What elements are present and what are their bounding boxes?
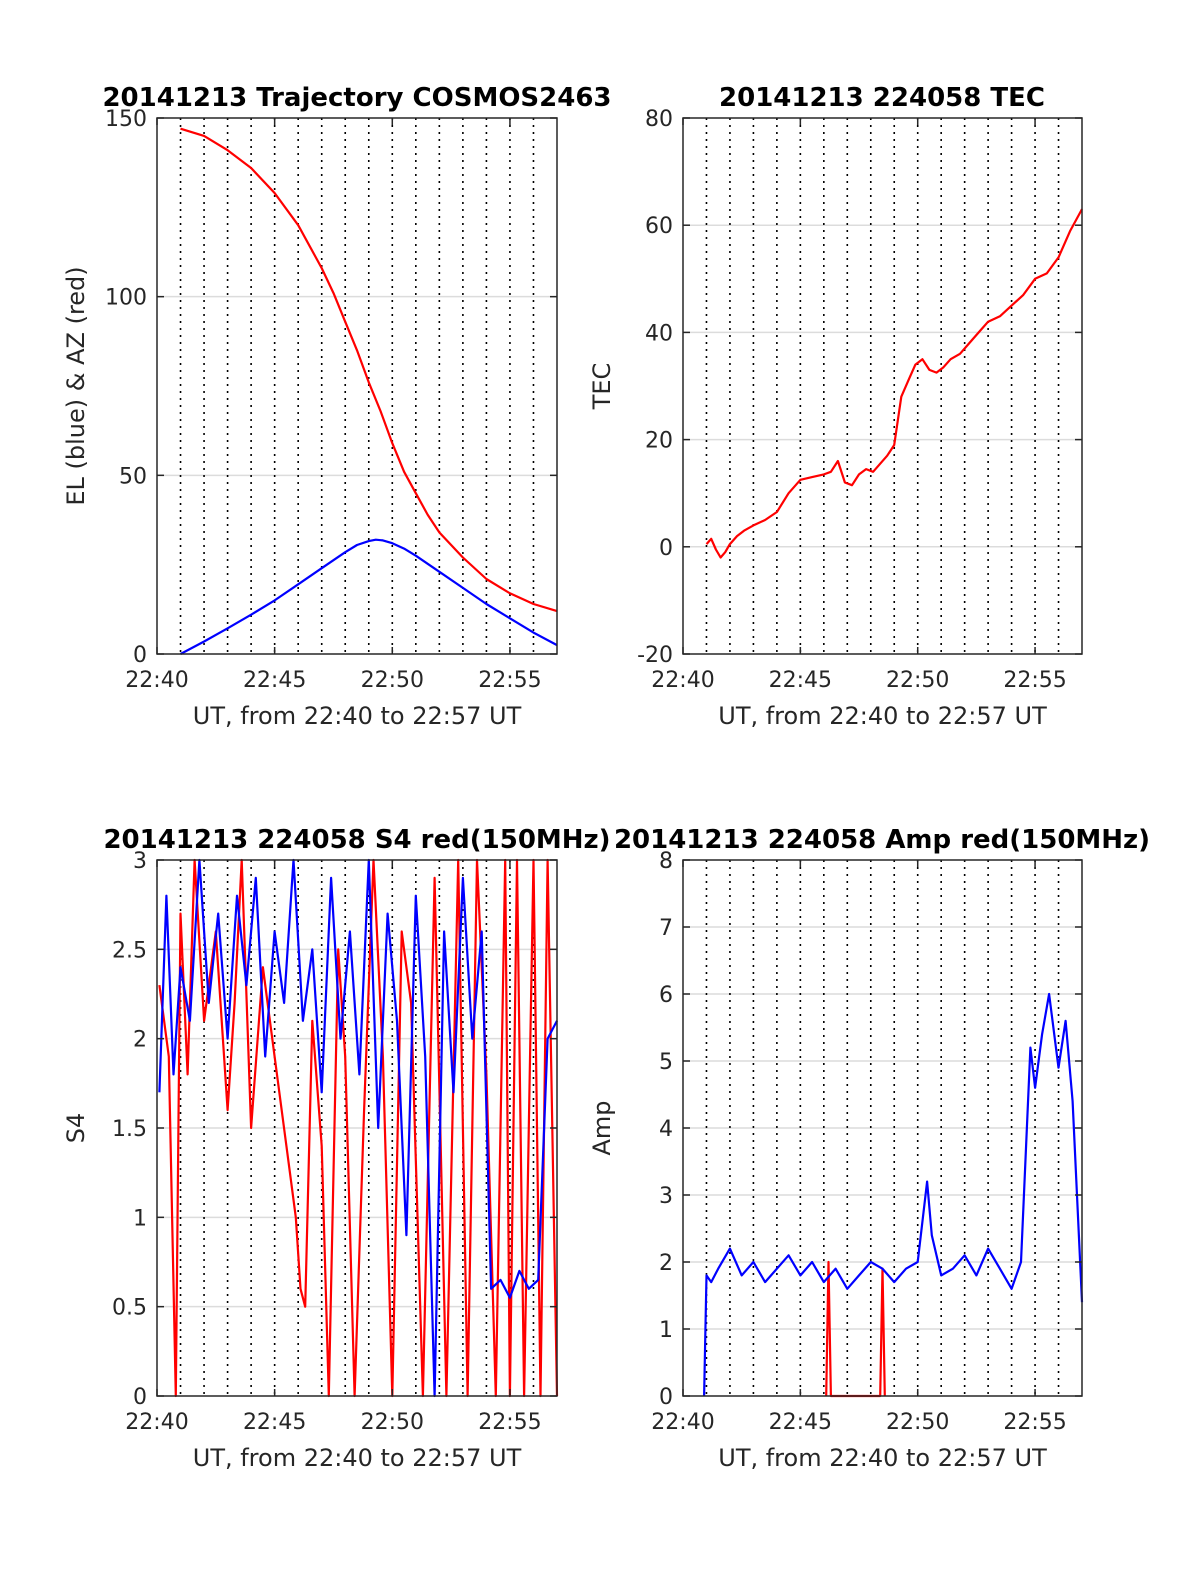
- x-tick-label: 22:40: [125, 668, 188, 693]
- s4-panel: 22:40 22:45 22:50 22:55 0 0.5 1 1.5 2 2.5 32014121…: [62, 825, 611, 1472]
- y-tick-label: 80: [645, 107, 673, 132]
- series-line-0: [158, 858, 559, 1398]
- y-tick-label: 0: [133, 1385, 147, 1410]
- y-tick-label: 20: [645, 429, 673, 454]
- series-line-1: [179, 538, 558, 655]
- y-tick-label: 8: [659, 849, 673, 874]
- x-tick-label: 22:45: [769, 1410, 832, 1435]
- y-tick-label: 100: [105, 286, 147, 311]
- chart-title: 20141213 224058 TEC: [719, 83, 1045, 113]
- y-tick-label: 0: [133, 643, 147, 668]
- x-tick-label: 22:50: [886, 668, 949, 693]
- axes-box: [682, 117, 1083, 655]
- x-axis-label: UT, from 22:40 to 22:57 UT: [193, 702, 522, 730]
- y-tick-label: 1: [133, 1206, 147, 1231]
- series-line-0: [705, 208, 1083, 559]
- y-tick-label: 0.5: [112, 1296, 147, 1321]
- x-tick-label: 22:40: [651, 668, 714, 693]
- y-axis-label: EL (blue) & AZ (red): [62, 266, 90, 505]
- x-tick-label: 22:40: [125, 1410, 188, 1435]
- x-tick-label: 22:45: [243, 668, 306, 693]
- x-axis-label: UT, from 22:40 to 22:57 UT: [718, 702, 1047, 730]
- series-line-0: [180, 127, 558, 613]
- series-line-1: [703, 992, 1084, 1397]
- y-tick-label: 6: [659, 983, 673, 1008]
- y-tick-label: 40: [645, 321, 673, 346]
- y-tick-label: 150: [105, 107, 147, 132]
- y-tick-label: 2: [659, 1251, 673, 1276]
- x-tick-label: 22:55: [1003, 668, 1066, 693]
- y-tick-label: 7: [659, 916, 673, 941]
- x-tick-label: 22:45: [769, 668, 832, 693]
- y-tick-label: -20: [637, 643, 673, 668]
- y-tick-label: 3: [133, 849, 147, 874]
- chart-title: 20141213 224058 S4 red(150MHz): [103, 825, 610, 855]
- chart-title: 20141213 224058 Amp red(150MHz): [614, 825, 1150, 855]
- y-tick-label: 0: [659, 1385, 673, 1410]
- axes-box: [156, 117, 558, 655]
- y-tick-label: 1: [659, 1318, 673, 1343]
- y-tick-label: 4: [659, 1117, 673, 1142]
- tec-panel: 22:40 22:45 22:50 22:55 -20 0 20 40 60 80 20141213…: [588, 83, 1083, 730]
- y-tick-label: 2: [133, 1028, 147, 1053]
- x-tick-label: 22:40: [651, 1410, 714, 1435]
- x-tick-label: 22:45: [243, 1410, 306, 1435]
- series-line-1: [158, 858, 558, 1398]
- x-tick-label: 22:50: [361, 1410, 424, 1435]
- y-tick-label: 5: [659, 1050, 673, 1075]
- x-tick-label: 22:55: [478, 1410, 541, 1435]
- y-tick-label: 0: [659, 536, 673, 561]
- x-tick-label: 22:50: [886, 1410, 949, 1435]
- chart-title: 20141213 Trajectory COSMOS2463: [102, 83, 611, 113]
- x-tick-label: 22:55: [1003, 1410, 1066, 1435]
- y-tick-label: 1.5: [112, 1117, 147, 1142]
- y-tick-label: 2.5: [112, 938, 147, 963]
- x-tick-label: 22:50: [361, 668, 424, 693]
- y-axis-label: TEC: [588, 363, 616, 411]
- x-axis-label: UT, from 22:40 to 22:57 UT: [193, 1444, 522, 1472]
- y-tick-label: 60: [645, 214, 673, 239]
- y-axis-label: Amp: [588, 1100, 616, 1155]
- x-axis-label: UT, from 22:40 to 22:57 UT: [718, 1444, 1047, 1472]
- x-tick-label: 22:55: [478, 668, 541, 693]
- y-tick-label: 3: [659, 1184, 673, 1209]
- y-tick-label: 50: [119, 464, 147, 489]
- y-axis-label: S4: [62, 1113, 90, 1144]
